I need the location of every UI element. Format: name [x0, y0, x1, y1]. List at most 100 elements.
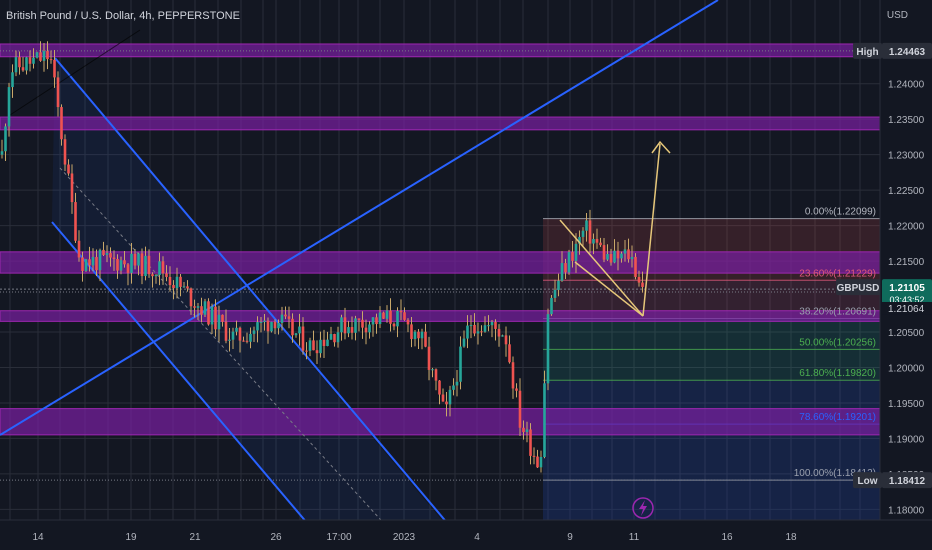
candle-body-40: [140, 253, 144, 277]
candle-body-3: [11, 72, 14, 88]
candle-body-66: [231, 331, 235, 340]
candle-body-105: [368, 324, 371, 333]
candle-body-61: [214, 306, 217, 330]
candle-body-154: [539, 456, 543, 468]
candle-body-60: [210, 306, 214, 325]
candle-body-36: [126, 264, 130, 273]
candle-body-110: [385, 310, 389, 319]
candle-body-132: [462, 338, 466, 347]
y-tick-label-4: 1.22000: [888, 222, 925, 233]
candle-body-71: [249, 333, 252, 342]
candle-body-91: [319, 339, 322, 354]
candle-body-100: [350, 327, 354, 333]
candle-body-13: [46, 51, 49, 60]
candle-body-151: [529, 429, 532, 456]
high-value-tag: 1.24463: [889, 47, 926, 58]
candle-body-134: [469, 324, 473, 326]
candle-body-179: [627, 249, 630, 260]
candle-body-108: [378, 312, 382, 325]
candle-body-82: [287, 316, 291, 319]
candle-body-9: [32, 57, 35, 64]
candle-body-122: [427, 346, 431, 370]
candle-body-158: [553, 289, 557, 298]
candle-body-128: [448, 389, 452, 405]
high-value-tag-bg: [882, 42, 932, 59]
sr-zone-4: [0, 408, 880, 436]
candle-body-29: [102, 249, 105, 255]
candle-body-52: [182, 286, 186, 288]
candle-body-125: [438, 380, 441, 395]
candle-body-165: [578, 236, 581, 244]
candle-body-30: [105, 253, 109, 255]
candle-body-76: [266, 320, 270, 332]
candle-body-5: [18, 57, 21, 68]
candle-body-160: [560, 263, 564, 281]
candle-body-114: [399, 310, 403, 313]
candle-body-174: [609, 253, 613, 263]
candle-body-59: [207, 301, 210, 325]
fib-label-5: 78.60%(1.19201): [799, 412, 876, 423]
candle-body-87: [305, 350, 308, 352]
channel-shade: [52, 58, 442, 520]
y-tick-label-5: 1.21500: [888, 257, 925, 268]
candle-body-41: [144, 255, 147, 277]
x-tick-label-3: 26: [270, 532, 282, 543]
low-label-bg: [853, 472, 882, 489]
candle-body-140: [490, 321, 494, 326]
candle-body-178: [623, 249, 627, 254]
candle-body-69: [242, 340, 245, 342]
chart-title: British Pound / U.S. Dollar, 4h, PEPPERS…: [6, 10, 240, 22]
y-tick-label-6: 1.20500: [888, 328, 925, 339]
candle-body-166: [581, 230, 585, 237]
candle-body-143: [501, 335, 504, 337]
candle-body-121: [424, 331, 427, 347]
candle-body-67: [235, 327, 238, 332]
candle-body-156: [546, 314, 550, 384]
fib-label-2: 38.20%(1.20691): [799, 306, 876, 317]
x-tick-label-4: 17:00: [326, 532, 351, 543]
candle-body-45: [158, 261, 161, 276]
y-tick-label-7: 1.20000: [888, 363, 925, 374]
candle-body-173: [606, 253, 609, 260]
candle-body-131: [459, 346, 462, 382]
x-tick-label-10: 18: [785, 532, 797, 543]
candle-body-68: [238, 327, 242, 341]
symbol-label: GBPUSD: [837, 283, 880, 294]
event-badge: [632, 497, 654, 519]
candle-body-11: [39, 52, 42, 61]
y-tick-label-11: 1.18000: [888, 505, 925, 516]
projection-arrow-head: [651, 140, 671, 154]
candle-body-153: [536, 456, 539, 468]
countdown-timer: 03:43:52: [889, 295, 924, 305]
candle-body-115: [403, 312, 406, 320]
low-label: Low: [858, 476, 878, 487]
candle-body-31: [109, 253, 112, 258]
channel-mid-line: [59, 167, 382, 520]
candle-body-79: [277, 322, 280, 329]
candle-body-127: [445, 401, 448, 405]
candle-body-50: [175, 276, 179, 289]
candle-body-109: [382, 312, 385, 319]
candle-body-19: [67, 164, 70, 174]
time-axis-bg: [0, 520, 932, 550]
y-tick-label-9: 1.19000: [888, 434, 925, 445]
candle-body-53: [186, 286, 189, 289]
candle-body-130: [455, 381, 459, 386]
y-tick-label-2: 1.23000: [888, 151, 925, 162]
candle-body-98: [343, 317, 347, 334]
candle-body-49: [172, 285, 175, 289]
candle-body-137: [480, 331, 483, 333]
candle-body-46: [161, 261, 165, 274]
candle-body-117: [410, 324, 413, 340]
candle-body-55: [193, 306, 196, 308]
sr-zone-0: [0, 43, 880, 58]
sr-zone-3: [0, 310, 880, 322]
candle-body-139: [487, 325, 490, 327]
candle-body-168: [588, 220, 592, 244]
extra-price-label: 1.21064: [888, 304, 925, 315]
candle-body-2: [7, 87, 11, 127]
candle-body-25: [88, 259, 91, 266]
candle-body-116: [406, 319, 410, 325]
candle-body-10: [35, 52, 39, 58]
